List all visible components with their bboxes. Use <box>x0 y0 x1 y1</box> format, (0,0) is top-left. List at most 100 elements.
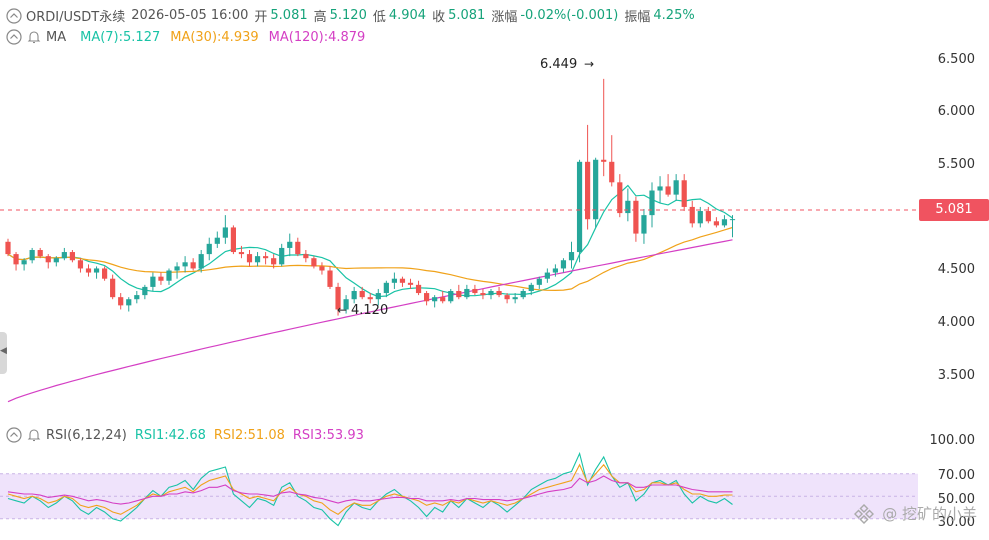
candle-body <box>198 254 204 269</box>
candle-body <box>263 256 269 259</box>
eye-icon[interactable] <box>6 427 22 443</box>
candle-body <box>61 252 67 259</box>
low-label: 低 <box>372 10 386 25</box>
rsi-label: RSI(6,12,24) <box>46 427 127 443</box>
rsi2-value: RSI2:51.08 <box>213 427 285 443</box>
high-value: 5.120 <box>329 8 367 23</box>
rsi1-value: RSI1:42.68 <box>134 427 206 443</box>
rsi-tick: 50.00 <box>937 492 975 507</box>
rsi-indicator-row: RSI(6,12,24) RSI1:42.68 RSI2:51.08 RSI3:… <box>0 427 364 443</box>
ma120-value: MA(120):4.879 <box>268 29 366 45</box>
candle-body <box>504 295 510 300</box>
binance-logo-icon <box>854 503 875 524</box>
high-label: 高 <box>313 10 327 25</box>
low-annotation: ← 4.120 <box>337 303 388 318</box>
close-label: 收 <box>432 10 446 25</box>
candle-body <box>472 288 478 294</box>
candle-body <box>536 278 542 285</box>
candle-body <box>182 262 188 267</box>
change-label: 涨幅 <box>491 10 518 25</box>
candle-body <box>29 249 35 261</box>
rsi2-line <box>7 463 733 515</box>
candle-body <box>206 243 212 255</box>
candle-body <box>448 291 454 302</box>
price-tick: 4.000 <box>937 315 975 330</box>
candle-body <box>150 276 156 287</box>
candle-body <box>327 270 333 287</box>
bell-icon[interactable] <box>26 427 42 443</box>
candle-body <box>399 278 406 283</box>
candle-body <box>102 268 108 279</box>
candle-body <box>633 200 639 234</box>
candle-body <box>568 252 575 261</box>
watermark: @ 挖矿的小羊 <box>854 503 977 524</box>
candle-body <box>585 161 591 220</box>
candle-body <box>45 256 51 263</box>
ma7-value: MA(7):5.127 <box>80 29 161 45</box>
datetime-label: 2026-05-05 16:00 <box>131 8 249 23</box>
candle-body <box>158 276 164 281</box>
candle-body <box>729 219 736 221</box>
candle-body <box>456 291 462 298</box>
low-value: 4.904 <box>388 8 427 23</box>
price-tick: 3.500 <box>937 368 975 383</box>
high-annotation: 6.449 → <box>540 57 594 72</box>
candle-body <box>721 219 728 226</box>
candle-body <box>609 161 615 183</box>
candle-body <box>279 247 285 265</box>
candle-body <box>576 161 583 253</box>
candle-body <box>359 291 365 298</box>
candle-body <box>77 260 84 269</box>
eye-icon[interactable] <box>6 29 22 45</box>
candle-body <box>528 284 534 292</box>
candle-body <box>295 241 301 255</box>
symbol-label[interactable]: ORDI/USDT永续 <box>26 10 126 25</box>
panel-collapse-handle[interactable]: ◀ <box>0 332 7 374</box>
candle-body <box>214 237 220 244</box>
amplitude-label: 振幅 <box>624 10 651 25</box>
bell-icon[interactable] <box>26 29 42 45</box>
candle-body <box>335 286 341 310</box>
candle-body <box>142 286 148 296</box>
rsi-lines <box>7 451 733 527</box>
candle-body <box>552 268 558 273</box>
candle-body <box>560 260 567 269</box>
candle-body <box>512 297 518 300</box>
eye-icon[interactable] <box>6 7 22 24</box>
ma7-line <box>7 184 733 298</box>
ma30-value: MA(30):4.939 <box>170 29 259 45</box>
candle-body <box>488 291 494 296</box>
amplitude-value: 4.25% <box>653 8 695 23</box>
candle-body <box>593 159 599 220</box>
arrow-right-icon: → <box>584 57 594 71</box>
candle-body <box>311 258 317 267</box>
candle-body <box>544 272 550 279</box>
candle-body <box>238 252 245 255</box>
candle-body <box>303 254 309 259</box>
candle-body <box>464 288 470 298</box>
candle-body <box>665 186 671 195</box>
ma-label: MA <box>46 29 67 45</box>
candle-body <box>713 221 719 226</box>
rsi-tick: 100.00 <box>929 433 976 448</box>
candle-body <box>681 180 687 207</box>
rsi-tick: 30.00 <box>937 515 975 530</box>
candle-body <box>110 278 116 298</box>
price-tick: 6.500 <box>937 52 975 67</box>
candle-body <box>85 268 92 273</box>
candle-body <box>673 180 679 195</box>
open-value: 5.081 <box>270 8 308 23</box>
current-price-tag: 5.081 <box>919 199 989 221</box>
candle-body <box>246 254 253 263</box>
candle-body <box>21 260 27 265</box>
change-value: -0.02%(-0.001) <box>520 8 619 23</box>
candle-body <box>415 284 422 294</box>
rsi3-value: RSI3:53.93 <box>292 427 364 443</box>
open-label: 开 <box>254 10 268 25</box>
candle-body <box>190 262 196 269</box>
close-value: 5.081 <box>448 8 486 23</box>
candle-body <box>166 270 172 281</box>
candle-body <box>705 211 711 222</box>
candle-body <box>319 266 325 271</box>
